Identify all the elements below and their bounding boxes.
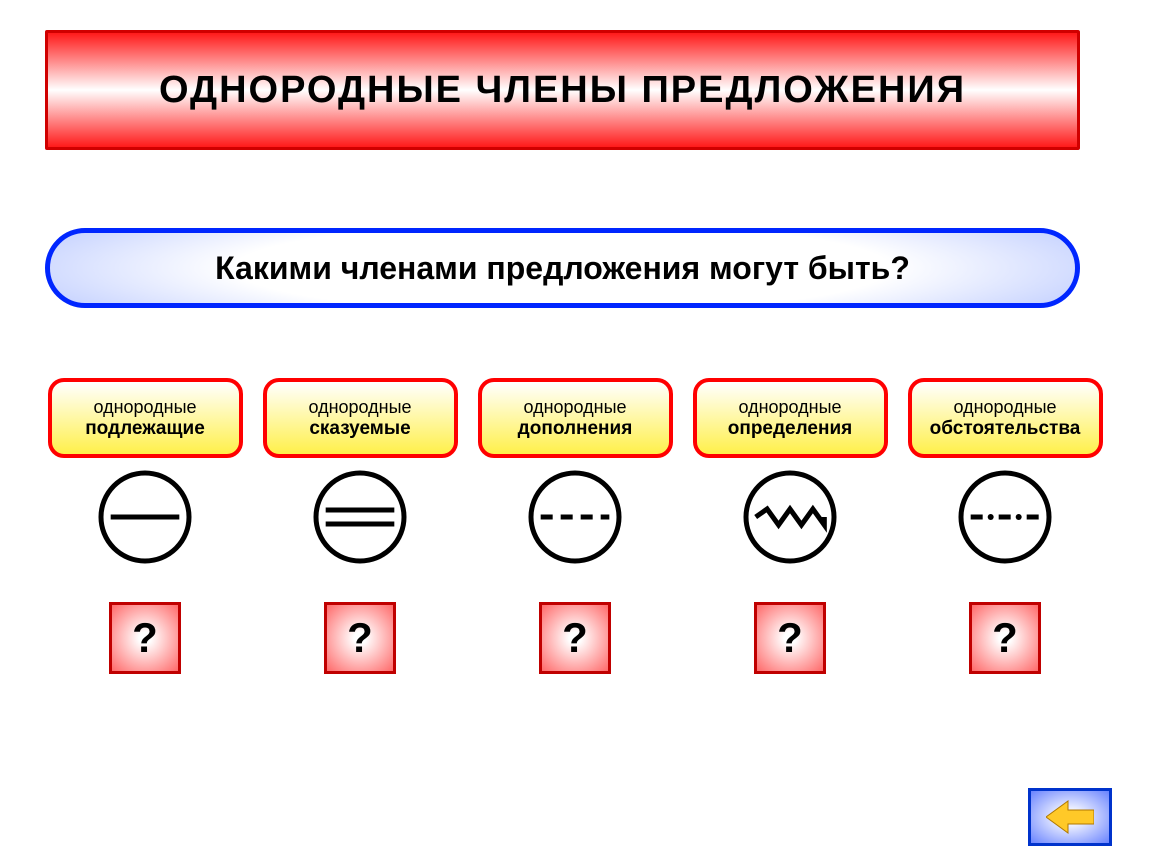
chip-line2: обстоятельства: [930, 418, 1081, 440]
arrow-left-icon: [1046, 799, 1094, 835]
chip-line2: подлежащие: [85, 418, 205, 440]
symbol-subject: [96, 468, 194, 566]
type-chip: однородныедополнения: [478, 378, 673, 458]
chip-line2: определения: [728, 418, 853, 440]
chip-line1: однородные: [523, 397, 626, 418]
item-column: однородныеопределения?: [690, 378, 890, 674]
item-column: однородныедополнения?: [475, 378, 675, 674]
item-column: однородныеобстоятельства?: [905, 378, 1105, 674]
item-column: однородныесказуемые?: [260, 378, 460, 674]
type-chip: однородныесказуемые: [263, 378, 458, 458]
question-button[interactable]: ?: [109, 602, 181, 674]
nav-back-button[interactable]: [1028, 788, 1112, 846]
question-button[interactable]: ?: [754, 602, 826, 674]
item-column: однородныеподлежащие?: [45, 378, 245, 674]
question-mark-label: ?: [132, 614, 158, 662]
question-button[interactable]: ?: [539, 602, 611, 674]
question-mark-label: ?: [992, 614, 1018, 662]
symbol-adverbial: [956, 468, 1054, 566]
question-button[interactable]: ?: [324, 602, 396, 674]
symbol-object: [526, 468, 624, 566]
chip-line1: однородные: [93, 397, 196, 418]
symbol-predicate: [311, 468, 409, 566]
subtitle-bar: Какими членами предложения могут быть?: [45, 228, 1080, 308]
subtitle-text: Какими членами предложения могут быть?: [215, 250, 910, 287]
chip-line1: однородные: [953, 397, 1056, 418]
type-chip: однородныеобстоятельства: [908, 378, 1103, 458]
chip-line2: дополнения: [518, 418, 633, 440]
question-mark-label: ?: [347, 614, 373, 662]
type-chip: однородныеподлежащие: [48, 378, 243, 458]
title-bar: ОДНОРОДНЫЕ ЧЛЕНЫ ПРЕДЛОЖЕНИЯ: [45, 30, 1080, 150]
slide: ОДНОРОДНЫЕ ЧЛЕНЫ ПРЕДЛОЖЕНИЯ Какими член…: [0, 0, 1150, 864]
chip-line2: сказуемые: [309, 418, 410, 440]
symbol-attribute: [741, 468, 839, 566]
title-text: ОДНОРОДНЫЕ ЧЛЕНЫ ПРЕДЛОЖЕНИЯ: [159, 69, 966, 112]
items-row: однородныеподлежащие?однородныесказуемые…: [45, 378, 1105, 674]
chip-line1: однородные: [308, 397, 411, 418]
question-mark-label: ?: [777, 614, 803, 662]
question-button[interactable]: ?: [969, 602, 1041, 674]
type-chip: однородныеопределения: [693, 378, 888, 458]
chip-line1: однородные: [738, 397, 841, 418]
question-mark-label: ?: [562, 614, 588, 662]
